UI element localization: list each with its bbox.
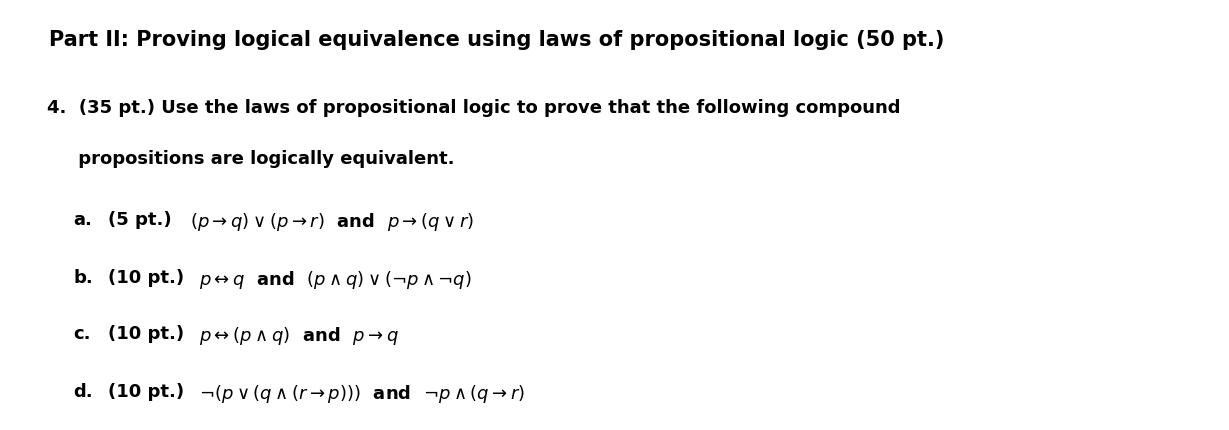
Text: $p \leftrightarrow (p \wedge q)$  and  $p \rightarrow q$: $p \leftrightarrow (p \wedge q)$ and $p … <box>199 325 399 347</box>
Text: $(p \rightarrow q) \vee (p \rightarrow r)$  and  $p \rightarrow (q \vee r)$: $(p \rightarrow q) \vee (p \rightarrow r… <box>190 211 474 233</box>
Text: $\neg(p \vee (q \wedge (r \rightarrow p)))$  and  $\neg p \wedge (q \rightarrow : $\neg(p \vee (q \wedge (r \rightarrow p)… <box>199 383 526 405</box>
Text: Part II: Proving logical equivalence using laws of propositional logic (50 pt.): Part II: Proving logical equivalence usi… <box>49 30 945 50</box>
Text: (10 pt.): (10 pt.) <box>108 383 184 401</box>
Text: b.: b. <box>74 269 93 287</box>
Text: 4.  (35 pt.) Use the laws of propositional logic to prove that the following com: 4. (35 pt.) Use the laws of propositiona… <box>47 99 900 117</box>
Text: d.: d. <box>74 383 93 401</box>
Text: (5 pt.): (5 pt.) <box>108 211 172 229</box>
Text: (10 pt.): (10 pt.) <box>108 269 184 287</box>
Text: $p \leftrightarrow q$  and  $(p \wedge q) \vee (\neg p \wedge \neg q)$: $p \leftrightarrow q$ and $(p \wedge q) … <box>199 269 472 291</box>
Text: (10 pt.): (10 pt.) <box>108 325 184 343</box>
Text: a.: a. <box>74 211 92 229</box>
Text: c.: c. <box>74 325 91 343</box>
Text: propositions are logically equivalent.: propositions are logically equivalent. <box>47 150 455 169</box>
